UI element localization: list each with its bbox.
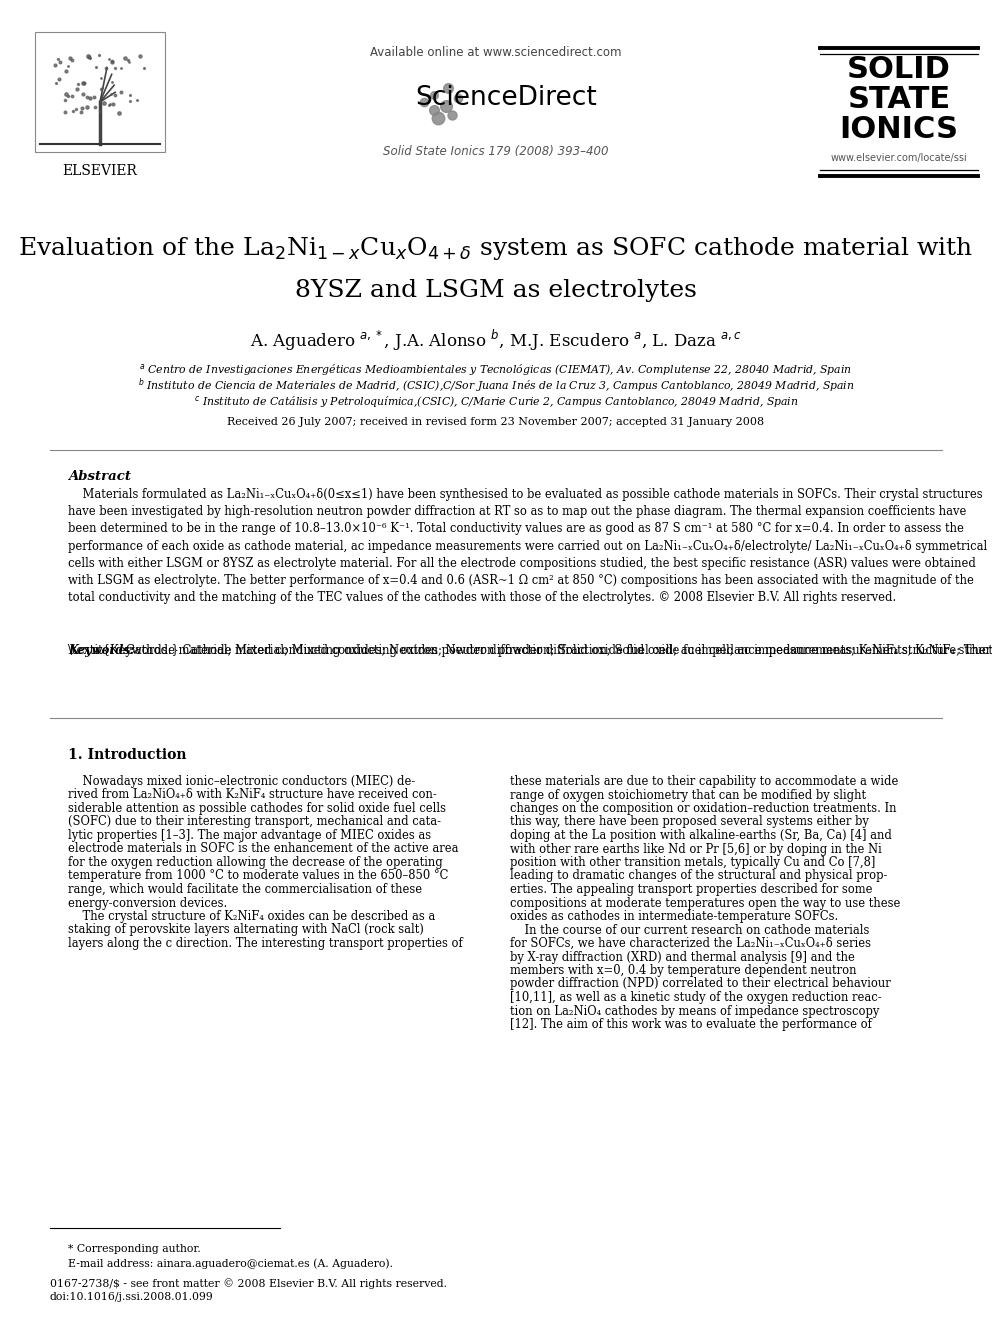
Text: energy-conversion devices.: energy-conversion devices. — [68, 897, 227, 909]
Text: $^b$ Instituto de Ciencia de Materiales de Madrid, (CSIC),C/Sor Juana Inés de la: $^b$ Instituto de Ciencia de Materiales … — [138, 377, 854, 396]
Text: layers along the c direction. The interesting transport properties of: layers along the c direction. The intere… — [68, 937, 462, 950]
Bar — [35, 32, 165, 152]
Text: changes on the composition or oxidation–reduction treatments. In: changes on the composition or oxidation–… — [510, 802, 897, 815]
Text: www.elsevier.com/locate/ssi: www.elsevier.com/locate/ssi — [830, 153, 967, 163]
Text: these materials are due to their capability to accommodate a wide: these materials are due to their capabil… — [510, 775, 899, 789]
Text: IONICS: IONICS — [839, 115, 958, 144]
Text: this way, there have been proposed several systems either by: this way, there have been proposed sever… — [510, 815, 869, 828]
Text: A. Aguadero $^{a,*}$, J.A. Alonso $^{b}$, M.J. Escudero $^{a}$, L. Daza $^{a,c}$: A. Aguadero $^{a,*}$, J.A. Alonso $^{b}$… — [250, 327, 742, 353]
Text: In the course of our current research on cathode materials: In the course of our current research on… — [510, 923, 869, 937]
Text: siderable attention as possible cathodes for solid oxide fuel cells: siderable attention as possible cathodes… — [68, 802, 446, 815]
Text: Keywords:: Keywords: — [68, 644, 138, 658]
Text: doi:10.1016/j.ssi.2008.01.099: doi:10.1016/j.ssi.2008.01.099 — [50, 1293, 213, 1302]
Text: (SOFC) due to their interesting transport, mechanical and cata-: (SOFC) due to their interesting transpor… — [68, 815, 441, 828]
Text: Solid State Ionics 179 (2008) 393–400: Solid State Ionics 179 (2008) 393–400 — [383, 146, 609, 159]
Text: compositions at moderate temperatures open the way to use these: compositions at moderate temperatures op… — [510, 897, 901, 909]
Text: Abstract: Abstract — [68, 470, 131, 483]
Text: with other rare earths like Nd or Pr [5,6] or by doping in the Ni: with other rare earths like Nd or Pr [5,… — [510, 843, 882, 856]
Text: by X-ray diffraction (XRD) and thermal analysis [9] and the: by X-ray diffraction (XRD) and thermal a… — [510, 950, 855, 963]
Text: powder diffraction (NPD) correlated to their electrical behaviour: powder diffraction (NPD) correlated to t… — [510, 978, 891, 991]
Text: tion on La₂NiO₄ cathodes by means of impedance spectroscopy: tion on La₂NiO₄ cathodes by means of imp… — [510, 1004, 879, 1017]
Text: electrode materials in SOFC is the enhancement of the active area: electrode materials in SOFC is the enhan… — [68, 843, 458, 856]
Text: erties. The appealing transport properties described for some: erties. The appealing transport properti… — [510, 882, 873, 896]
Text: The crystal structure of K₂NiF₄ oxides can be described as a: The crystal structure of K₂NiF₄ oxides c… — [68, 910, 435, 923]
Text: Materials formulated as La₂Ni₁₋ₓCuₓO₄₊δ(0≤x≤1) have been synthesised to be evalu: Materials formulated as La₂Ni₁₋ₓCuₓO₄₊δ(… — [68, 488, 987, 605]
Text: [12]. The aim of this work was to evaluate the performance of: [12]. The aim of this work was to evalua… — [510, 1017, 872, 1031]
Text: 8YSZ and LSGM as electrolytes: 8YSZ and LSGM as electrolytes — [295, 279, 697, 302]
Text: Available online at www.sciencedirect.com: Available online at www.sciencedirect.co… — [370, 45, 622, 58]
Text: E-mail address: ainara.aguadero@ciemat.es (A. Aguadero).: E-mail address: ainara.aguadero@ciemat.e… — [68, 1258, 393, 1269]
Text: oxides as cathodes in intermediate-temperature SOFCs.: oxides as cathodes in intermediate-tempe… — [510, 910, 838, 923]
Text: Received 26 July 2007; received in revised form 23 November 2007; accepted 31 Ja: Received 26 July 2007; received in revis… — [227, 417, 765, 427]
Text: staking of perovskite layers alternating with NaCl (rock salt): staking of perovskite layers alternating… — [68, 923, 424, 937]
Text: SOLID: SOLID — [847, 56, 951, 85]
Text: range of oxygen stoichiometry that can be modified by slight: range of oxygen stoichiometry that can b… — [510, 789, 866, 802]
Text: ScienceDirect: ScienceDirect — [415, 85, 597, 111]
Text: ELSEVIER: ELSEVIER — [62, 164, 138, 179]
Text: range, which would facilitate the commercialisation of these: range, which would facilitate the commer… — [68, 882, 423, 896]
Text: 1. Introduction: 1. Introduction — [68, 747, 186, 762]
Text: for the oxygen reduction allowing the decrease of the operating: for the oxygen reduction allowing the de… — [68, 856, 442, 869]
Text: lytic properties [1–3]. The major advantage of MIEC oxides as: lytic properties [1–3]. The major advant… — [68, 830, 432, 841]
Text: Nowadays mixed ionic–electronic conductors (MIEC) de-: Nowadays mixed ionic–electronic conducto… — [68, 775, 416, 789]
Text: rived from La₂NiO₄₊δ with K₂NiF₄ structure have received con-: rived from La₂NiO₄₊δ with K₂NiF₄ structu… — [68, 789, 436, 802]
Text: STATE: STATE — [847, 86, 950, 115]
Text: $^c$ Instituto de Catálisis y Petroloquímica,(CSIC), C/Marie Curie 2, Campus Can: $^c$ Instituto de Catálisis y Petroloquí… — [193, 394, 799, 410]
Text: \textit{Keywords:} Cathode material; Mixed conducting oxides; Neutron powder dif: \textit{Keywords:} Cathode material; Mix… — [68, 644, 992, 658]
Text: Evaluation of the La$_2$Ni$_{1-x}$Cu$_x$O$_{4+\delta}$ system as SOFC cathode ma: Evaluation of the La$_2$Ni$_{1-x}$Cu$_x$… — [19, 234, 973, 262]
Text: temperature from 1000 °C to moderate values in the 650–850 °C: temperature from 1000 °C to moderate val… — [68, 869, 448, 882]
Text: Cathode material; Mixed conducting oxides; Neutron powder diffraction; Solid oxi: Cathode material; Mixed conducting oxide… — [126, 644, 992, 658]
Text: members with x=0, 0.4 by temperature dependent neutron: members with x=0, 0.4 by temperature dep… — [510, 964, 856, 976]
Text: 0167-2738/$ - see front matter © 2008 Elsevier B.V. All rights reserved.: 0167-2738/$ - see front matter © 2008 El… — [50, 1278, 447, 1289]
Text: * Corresponding author.: * Corresponding author. — [68, 1244, 200, 1254]
Text: [10,11], as well as a kinetic study of the oxygen reduction reac-: [10,11], as well as a kinetic study of t… — [510, 991, 882, 1004]
Text: doping at the La position with alkaline-earths (Sr, Ba, Ca) [4] and: doping at the La position with alkaline-… — [510, 830, 892, 841]
Text: leading to dramatic changes of the structural and physical prop-: leading to dramatic changes of the struc… — [510, 869, 888, 882]
Text: for SOFCs, we have characterized the La₂Ni₁₋ₓCuₓO₄₊δ series: for SOFCs, we have characterized the La₂… — [510, 937, 871, 950]
Text: position with other transition metals, typically Cu and Co [7,8]: position with other transition metals, t… — [510, 856, 875, 869]
Text: $^a$ Centro de Investigaciones Energéticas Medioambientales y Tecnológicas (CIEM: $^a$ Centro de Investigaciones Energétic… — [140, 363, 852, 377]
